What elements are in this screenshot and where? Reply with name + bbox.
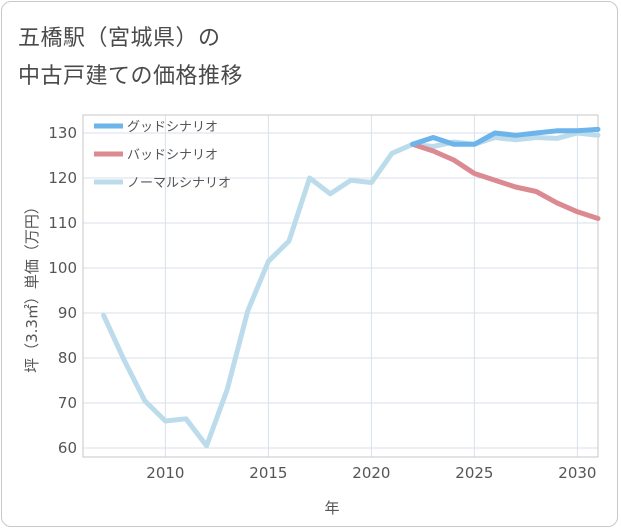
series-line-0 <box>410 126 601 147</box>
axis-ticks: 2010 2015 2020 2025 2030 60 70 80 90 100 110 120 130 <box>48 124 596 482</box>
y-tick-label: 100 <box>48 259 77 277</box>
plot-area-frame <box>82 114 599 458</box>
x-tick-label: 2025 <box>455 464 493 482</box>
legend-label-1: バッドシナリオ <box>127 148 218 163</box>
chart-title-line-1: 五橋駅（宮城県）の <box>18 26 221 51</box>
chart-title-line-2: 中古戸建ての価格推移 <box>18 64 244 89</box>
series-line-2 <box>101 130 601 449</box>
y-tick-label: 80 <box>58 349 77 367</box>
x-tick-label: 2020 <box>352 464 390 482</box>
y-tick-label: 60 <box>58 439 77 457</box>
series-line-1 <box>410 141 601 221</box>
y-tick-label: 130 <box>48 124 77 142</box>
y-tick-label: 90 <box>58 304 77 322</box>
y-axis-label: 坪（3.3㎡）単価（万円） <box>23 199 41 373</box>
grid <box>83 115 598 457</box>
x-tick-label: 2010 <box>146 464 184 482</box>
y-tick-label: 70 <box>58 394 77 412</box>
legend-label-0: グッドシナリオ <box>127 120 218 135</box>
y-tick-label: 120 <box>48 169 77 187</box>
series-lines <box>101 126 601 449</box>
x-axis-label: 年 <box>324 499 339 517</box>
legend-label-2: ノーマルシナリオ <box>127 176 231 191</box>
x-tick-label: 2030 <box>558 464 596 482</box>
y-tick-label: 110 <box>48 214 77 232</box>
x-tick-label: 2015 <box>249 464 287 482</box>
